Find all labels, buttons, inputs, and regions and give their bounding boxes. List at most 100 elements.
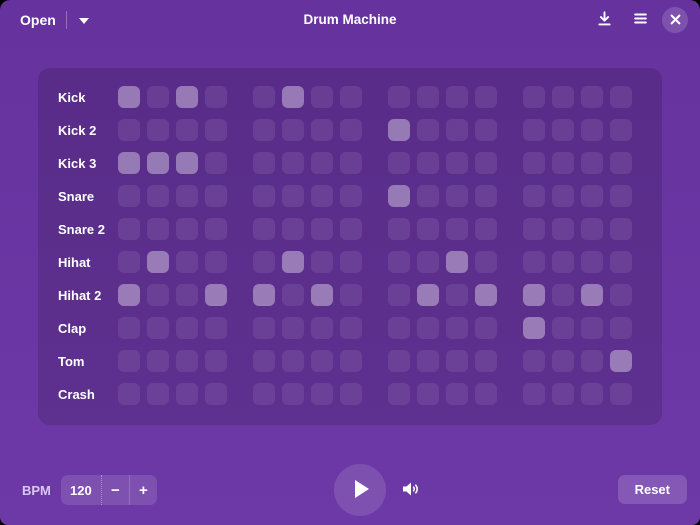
step-cell-crash-7[interactable] (311, 383, 333, 405)
step-cell-kick-11[interactable] (446, 86, 468, 108)
step-cell-tom-6[interactable] (282, 350, 304, 372)
step-cell-kick-3-14[interactable] (552, 152, 574, 174)
step-cell-kick-10[interactable] (417, 86, 439, 108)
step-cell-hihat-11[interactable] (446, 251, 468, 273)
step-cell-hihat-13[interactable] (523, 251, 545, 273)
step-cell-snare-2-8[interactable] (340, 218, 362, 240)
step-cell-crash-8[interactable] (340, 383, 362, 405)
step-cell-hihat-2-13[interactable] (523, 284, 545, 306)
step-cell-snare-2-1[interactable] (118, 218, 140, 240)
step-cell-kick-2-8[interactable] (340, 119, 362, 141)
step-cell-kick-2-11[interactable] (446, 119, 468, 141)
step-cell-clap-14[interactable] (552, 317, 574, 339)
step-cell-hihat-2-14[interactable] (552, 284, 574, 306)
step-cell-kick-3-6[interactable] (282, 152, 304, 174)
step-cell-hihat-2-16[interactable] (610, 284, 632, 306)
step-cell-snare-5[interactable] (253, 185, 275, 207)
step-cell-hihat-10[interactable] (417, 251, 439, 273)
step-cell-snare-2[interactable] (147, 185, 169, 207)
step-cell-kick-14[interactable] (552, 86, 574, 108)
step-cell-kick-3-12[interactable] (475, 152, 497, 174)
open-dropdown-button[interactable] (67, 12, 97, 28)
step-cell-hihat-12[interactable] (475, 251, 497, 273)
step-cell-snare-2-15[interactable] (581, 218, 603, 240)
step-cell-hihat-5[interactable] (253, 251, 275, 273)
step-cell-snare-2-3[interactable] (176, 218, 198, 240)
step-cell-clap-1[interactable] (118, 317, 140, 339)
step-cell-hihat-4[interactable] (205, 251, 227, 273)
step-cell-crash-9[interactable] (388, 383, 410, 405)
step-cell-crash-1[interactable] (118, 383, 140, 405)
step-cell-tom-11[interactable] (446, 350, 468, 372)
step-cell-kick-7[interactable] (311, 86, 333, 108)
step-cell-crash-14[interactable] (552, 383, 574, 405)
step-cell-tom-7[interactable] (311, 350, 333, 372)
step-cell-clap-13[interactable] (523, 317, 545, 339)
volume-button[interactable] (398, 478, 424, 502)
step-cell-tom-14[interactable] (552, 350, 574, 372)
step-cell-snare-8[interactable] (340, 185, 362, 207)
step-cell-snare-2-12[interactable] (475, 218, 497, 240)
bpm-decrease-button[interactable]: − (100, 475, 129, 505)
step-cell-clap-11[interactable] (446, 317, 468, 339)
step-cell-snare-12[interactable] (475, 185, 497, 207)
step-cell-kick-3-2[interactable] (147, 152, 169, 174)
step-cell-kick-2-12[interactable] (475, 119, 497, 141)
step-cell-crash-5[interactable] (253, 383, 275, 405)
step-cell-kick-3-9[interactable] (388, 152, 410, 174)
step-cell-snare-2-7[interactable] (311, 218, 333, 240)
step-cell-tom-2[interactable] (147, 350, 169, 372)
step-cell-kick-6[interactable] (282, 86, 304, 108)
step-cell-clap-3[interactable] (176, 317, 198, 339)
step-cell-kick-3-16[interactable] (610, 152, 632, 174)
step-cell-snare-13[interactable] (523, 185, 545, 207)
step-cell-clap-7[interactable] (311, 317, 333, 339)
step-cell-kick-5[interactable] (253, 86, 275, 108)
step-cell-hihat-2-8[interactable] (340, 284, 362, 306)
step-cell-clap-10[interactable] (417, 317, 439, 339)
step-cell-crash-12[interactable] (475, 383, 497, 405)
step-cell-kick-3-4[interactable] (205, 152, 227, 174)
step-cell-snare-14[interactable] (552, 185, 574, 207)
step-cell-hihat-2-9[interactable] (388, 284, 410, 306)
step-cell-snare-3[interactable] (176, 185, 198, 207)
step-cell-kick-2-15[interactable] (581, 119, 603, 141)
step-cell-snare-2-6[interactable] (282, 218, 304, 240)
step-cell-kick-8[interactable] (340, 86, 362, 108)
step-cell-snare-2-4[interactable] (205, 218, 227, 240)
bpm-value[interactable]: 120 (70, 482, 92, 498)
step-cell-hihat-3[interactable] (176, 251, 198, 273)
step-cell-tom-9[interactable] (388, 350, 410, 372)
step-cell-kick-9[interactable] (388, 86, 410, 108)
step-cell-kick-2-9[interactable] (388, 119, 410, 141)
step-cell-tom-16[interactable] (610, 350, 632, 372)
step-cell-hihat-14[interactable] (552, 251, 574, 273)
step-cell-snare-1[interactable] (118, 185, 140, 207)
step-cell-crash-15[interactable] (581, 383, 603, 405)
step-cell-tom-10[interactable] (417, 350, 439, 372)
step-cell-kick-3-3[interactable] (176, 152, 198, 174)
step-cell-hihat-2-10[interactable] (417, 284, 439, 306)
reset-button[interactable]: Reset (617, 475, 687, 504)
step-cell-kick-15[interactable] (581, 86, 603, 108)
step-cell-snare-2-11[interactable] (446, 218, 468, 240)
close-button[interactable] (662, 7, 688, 33)
step-cell-snare-11[interactable] (446, 185, 468, 207)
step-cell-tom-15[interactable] (581, 350, 603, 372)
step-cell-kick-13[interactable] (523, 86, 545, 108)
step-cell-kick-3-1[interactable] (118, 152, 140, 174)
step-cell-kick-3-5[interactable] (253, 152, 275, 174)
step-cell-hihat-2-1[interactable] (118, 284, 140, 306)
step-cell-snare-10[interactable] (417, 185, 439, 207)
step-cell-kick-4[interactable] (205, 86, 227, 108)
step-cell-hihat-15[interactable] (581, 251, 603, 273)
step-cell-hihat-16[interactable] (610, 251, 632, 273)
step-cell-kick-2-5[interactable] (253, 119, 275, 141)
step-cell-kick-2-3[interactable] (176, 119, 198, 141)
step-cell-clap-15[interactable] (581, 317, 603, 339)
step-cell-clap-8[interactable] (340, 317, 362, 339)
step-cell-hihat-2-12[interactable] (475, 284, 497, 306)
step-cell-snare-2-14[interactable] (552, 218, 574, 240)
step-cell-kick-3-10[interactable] (417, 152, 439, 174)
step-cell-clap-16[interactable] (610, 317, 632, 339)
